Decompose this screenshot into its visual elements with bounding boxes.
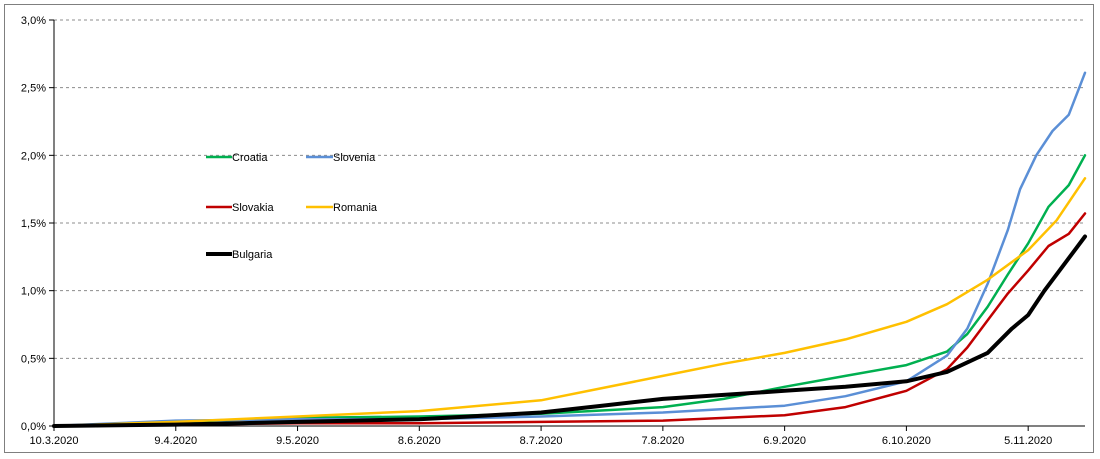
x-tick-label: 6.10.2020 xyxy=(882,435,931,447)
x-tick-label: 9.4.2020 xyxy=(154,435,197,447)
legend-label-croatia: Croatia xyxy=(232,152,268,164)
legend-label-slovenia: Slovenia xyxy=(333,152,376,164)
series-line-bulgaria xyxy=(52,234,1087,428)
y-tick-label: 2,5% xyxy=(21,83,46,95)
series-line-romania xyxy=(52,177,1087,428)
gridlines xyxy=(54,19,1085,359)
legend-label-bulgaria: Bulgaria xyxy=(232,249,273,261)
series-lines xyxy=(52,71,1087,428)
legend-label-slovakia: Slovakia xyxy=(232,202,274,214)
x-tick-label: 10.3.2020 xyxy=(30,435,79,447)
y-tick-label: 1,5% xyxy=(21,218,46,230)
series-line-slovenia xyxy=(52,71,1087,428)
x-tick-label: 8.6.2020 xyxy=(398,435,441,447)
x-tick-label: 9.5.2020 xyxy=(276,435,319,447)
legend-label-romania: Romania xyxy=(333,202,378,214)
series-line-slovakia xyxy=(52,212,1087,428)
x-tick-label: 7.8.2020 xyxy=(641,435,684,447)
series-line-croatia xyxy=(52,154,1087,428)
y-tick-label: 3,0% xyxy=(21,15,46,27)
axes: 0,0% 0,5% 1,0% 1,5% 2,0% 2,5% 3,0% 10.3.2020 9.4… xyxy=(21,15,1085,447)
y-tick-label: 2,0% xyxy=(21,150,46,162)
legend: Croatia Slovenia Slovakia Romania Bulgar… xyxy=(206,152,378,261)
y-tick-label: 0,0% xyxy=(21,421,46,433)
y-tick-label: 1,0% xyxy=(21,286,46,298)
x-tick-label: 6.9.2020 xyxy=(763,435,806,447)
x-tick-label: 5.11.2020 xyxy=(1004,435,1052,447)
y-tick-label: 0,5% xyxy=(21,353,46,365)
x-tick-label: 8.7.2020 xyxy=(520,435,563,447)
